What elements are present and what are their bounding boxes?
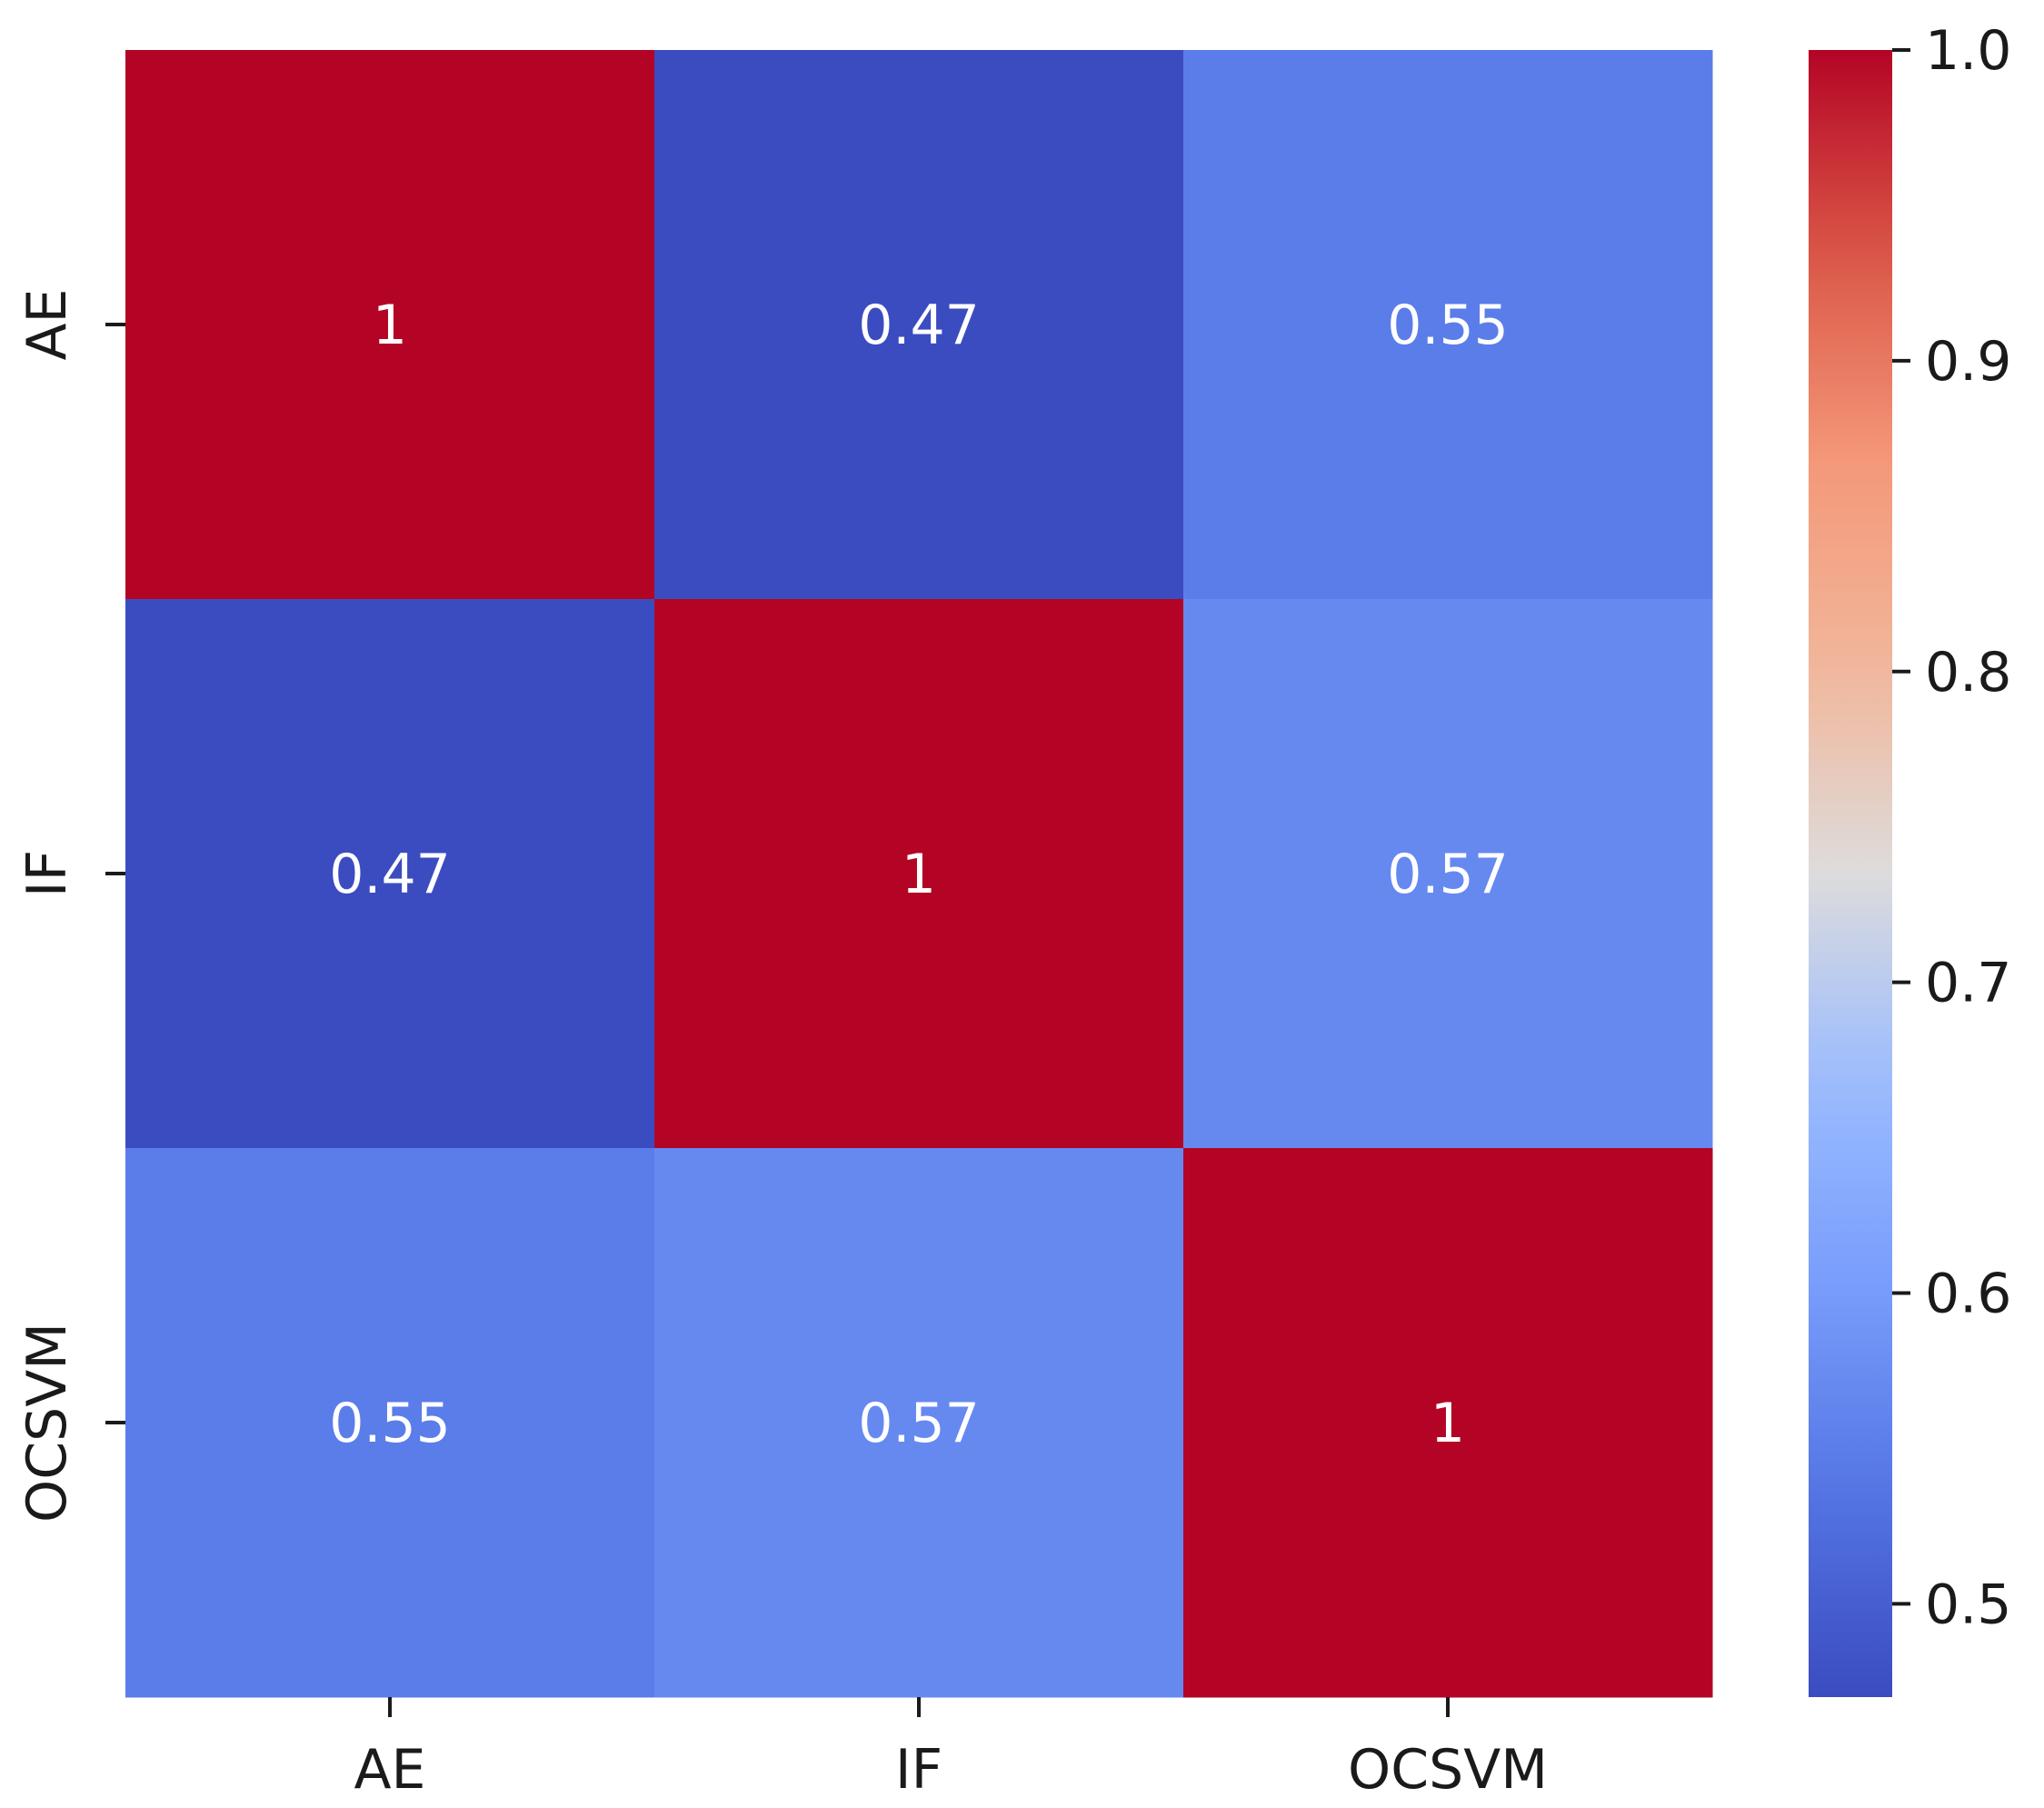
heatmap-cell-ocsvm-ocsvm [1183, 1148, 1713, 1698]
cell-annotation: 0.55 [329, 1392, 451, 1455]
colorbar-tick-label: 0.6 [1925, 1263, 2011, 1326]
colorbar-tick-label: 0.7 [1925, 952, 2011, 1015]
colorbar: 0.5 0.6 0.7 0.8 0.9 1.0 [1809, 19, 2011, 1697]
cell-annotation: 1 [373, 294, 407, 357]
cell-annotation: 1 [902, 843, 936, 906]
x-axis: AE IF OCSVM [354, 1697, 1548, 1802]
y-tick-label-ae: AE [15, 289, 79, 361]
cell-annotation: 0.57 [858, 1392, 980, 1455]
colorbar-tick-label: 0.9 [1925, 330, 2011, 394]
cell-annotation: 1 [1431, 1392, 1465, 1455]
heatmap-annotations: 1 0.47 0.55 0.47 1 0.57 0.55 0.57 1 [329, 294, 1509, 1455]
cell-annotation: 0.47 [858, 294, 980, 357]
y-tick-label-ocsvm: OCSVM [15, 1323, 79, 1523]
cell-annotation: 0.55 [1387, 294, 1509, 357]
cell-annotation: 0.57 [1387, 843, 1509, 906]
heatmap-cells [125, 50, 1713, 1698]
heatmap-cell-ae-ocsvm [1183, 50, 1713, 600]
colorbar-tick-label: 0.8 [1925, 641, 2011, 704]
heatmap-cell-ae-ae [125, 50, 655, 600]
x-tick-label-ocsvm: OCSVM [1348, 1738, 1548, 1802]
cell-annotation: 0.47 [329, 843, 451, 906]
heatmap-cell-if-ae [125, 599, 655, 1149]
heatmap-cell-ae-if [654, 50, 1184, 600]
heatmap-cell-if-if [654, 599, 1184, 1149]
heatmap-cell-if-ocsvm [1183, 599, 1713, 1149]
colorbar-gradient [1809, 50, 1892, 1697]
x-tick-label-ae: AE [354, 1738, 426, 1802]
x-tick-label-if: IF [895, 1738, 942, 1802]
y-axis: AE IF OCSVM [15, 289, 125, 1523]
colorbar-tick-label: 0.5 [1925, 1573, 2011, 1636]
heatmap-cell-ocsvm-if [654, 1148, 1184, 1698]
y-tick-label-if: IF [15, 850, 79, 897]
colorbar-tick-label: 1.0 [1925, 19, 2011, 83]
heatmap-cell-ocsvm-ae [125, 1148, 655, 1698]
